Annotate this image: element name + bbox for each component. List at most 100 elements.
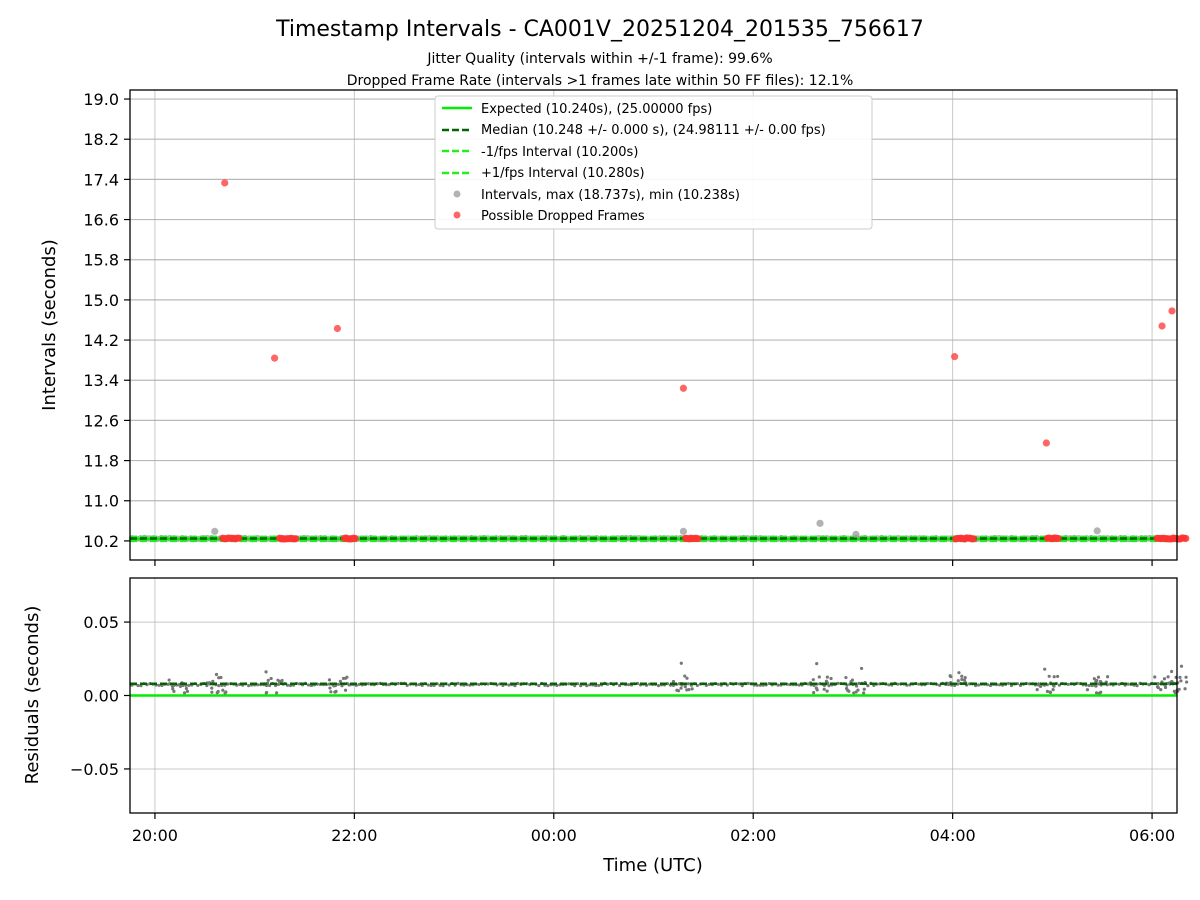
interval-outlier-1	[679, 527, 688, 535]
top-y-tick-label-8: 16.6	[83, 211, 119, 230]
residual-point-379	[274, 691, 279, 695]
residual-point-476	[1106, 675, 1110, 679]
residual-point-206	[746, 681, 750, 685]
residual-point-443	[844, 686, 849, 691]
chart-title: Timestamp Intervals - CA001V_20251204_20…	[275, 17, 924, 42]
interval-outlier-2	[816, 519, 824, 527]
residual-point-497	[1153, 675, 1157, 679]
residual-point-333	[1126, 682, 1130, 686]
residual-point-146	[567, 682, 571, 686]
residual-point-423	[811, 678, 815, 682]
dropped-frame-point-2	[333, 324, 342, 333]
dropped-cluster-point-69	[1182, 534, 1190, 543]
residual-point-166	[626, 683, 631, 687]
residual-point-432	[812, 691, 816, 695]
residual-point-504	[1179, 664, 1184, 668]
residual-point-340	[1147, 683, 1151, 687]
top-panel-frame	[129, 89, 1178, 561]
residual-point-469	[1048, 690, 1052, 694]
legend-label-dropped: Possible Dropped Frames	[481, 209, 645, 224]
residual-point-223	[797, 683, 801, 687]
residual-point-486	[1092, 677, 1096, 681]
bottom-y-tick-label-0: 0.05	[83, 613, 119, 632]
dropped-cluster-point-34	[694, 535, 702, 543]
residual-point-416	[685, 688, 689, 692]
residual-point-373	[223, 691, 227, 695]
bottom-ylabel: Residuals (seconds)	[22, 606, 43, 785]
residual-point-330	[1117, 682, 1121, 686]
top-y-tick-label-0: 10.2	[83, 532, 119, 551]
bottom-y-tick-label-2: −0.05	[70, 760, 119, 779]
top-y-tick-label-11: 19.0	[83, 90, 119, 109]
dropped-frame-point-1	[270, 354, 279, 362]
top-y-tick-label-7: 15.8	[83, 251, 119, 270]
residual-point-411	[690, 687, 694, 691]
residual-point-436	[852, 691, 856, 695]
residual-point-119	[486, 682, 490, 686]
residual-point-482	[1094, 684, 1098, 688]
residual-point-484	[1094, 679, 1098, 684]
residual-point-447	[844, 675, 848, 680]
residual-point-464	[1052, 684, 1056, 688]
residual-point-487	[1094, 691, 1099, 695]
dropped-frame-point-6	[1158, 322, 1166, 330]
residual-point-488	[1097, 691, 1102, 695]
dropped-frame-point-5	[1042, 439, 1050, 447]
residual-point-393	[329, 690, 333, 694]
residual-point-475	[1035, 688, 1039, 692]
residual-point-354	[184, 686, 188, 691]
residual-point-402	[328, 686, 332, 690]
residual-point-236	[836, 681, 840, 685]
residual-point-186	[686, 682, 691, 686]
residual-point-516	[1179, 679, 1183, 683]
legend-label-expected: Expected (10.240s), (25.00000 fps)	[481, 102, 712, 117]
residual-point-412	[683, 674, 687, 678]
residual-point-458	[946, 681, 950, 685]
residual-point-99	[426, 683, 430, 687]
residual-point-438	[847, 689, 851, 693]
residual-point-176	[656, 683, 661, 688]
residual-point-425	[822, 687, 826, 691]
residual-point-439	[854, 684, 859, 688]
legend-swatch-dropped	[453, 211, 461, 219]
residual-point-377	[219, 675, 223, 680]
top-ticks: 10.2 11.0 11.8 12.6 13.4 14.2 15.0 15.8 16.6 17.4…	[83, 90, 1153, 566]
residual-point-196	[716, 682, 720, 686]
residual-point-450	[960, 674, 964, 678]
residual-point-136	[537, 683, 541, 688]
residual-point-448	[957, 671, 961, 675]
dropped-frame-point-7	[1168, 307, 1176, 315]
residual-point-406	[679, 661, 683, 665]
dropped-cluster-point-19	[292, 535, 300, 543]
residual-point-376	[221, 688, 225, 692]
residual-point-22	[196, 683, 200, 688]
residual-point-512	[1185, 680, 1189, 684]
residual-point-216	[776, 683, 780, 687]
legend-label-plus-interval: +1/fps Interval (10.280s)	[481, 166, 645, 181]
residual-point-471	[1036, 682, 1041, 686]
residual-point-401	[333, 690, 337, 694]
chart-subtitle-dropped: Dropped Frame Rate (intervals >1 frames …	[347, 73, 854, 89]
legend: Expected (10.240s), (25.00000 fps) Media…	[434, 95, 873, 230]
residual-point-441	[849, 680, 853, 684]
residual-point-421	[825, 675, 829, 679]
residual-point-139	[546, 684, 550, 688]
legend-label-minus-interval: -1/fps Interval (10.200s)	[481, 145, 638, 160]
residual-point-459	[956, 679, 960, 683]
residual-point-156	[597, 683, 601, 687]
residual-point-386	[276, 678, 280, 682]
interval-outlier-0	[211, 527, 219, 535]
residual-point-470	[1052, 675, 1056, 679]
top-data	[128, 179, 1190, 543]
residual-point-2	[136, 683, 140, 688]
residual-point-129	[516, 681, 520, 686]
x-tick-label-1: 22:00	[331, 826, 377, 845]
top-y-tick-label-10: 18.2	[83, 130, 119, 149]
residual-point-452	[962, 678, 967, 682]
residual-point-413	[679, 686, 683, 690]
residual-point-391	[266, 678, 270, 683]
residual-point-420	[815, 661, 819, 666]
residual-point-69	[336, 682, 341, 686]
residual-point-515	[1178, 675, 1182, 679]
residual-point-502	[1163, 685, 1168, 690]
